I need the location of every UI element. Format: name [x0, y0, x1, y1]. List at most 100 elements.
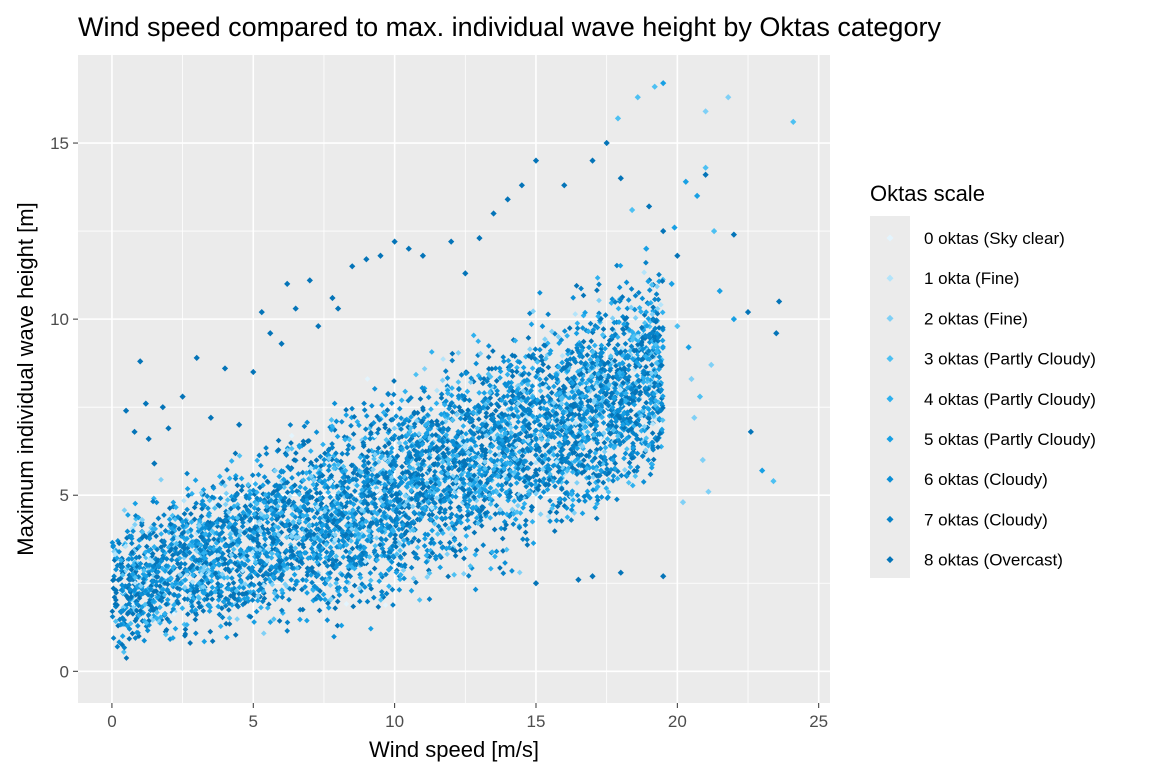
- data-point: [369, 472, 375, 478]
- data-point: [527, 401, 533, 408]
- data-point: [519, 372, 526, 378]
- data-point: [350, 431, 357, 437]
- data-point: [608, 418, 615, 425]
- data-point: [356, 598, 363, 605]
- data-point: [408, 587, 415, 594]
- data-point: [525, 381, 531, 388]
- data-point: [468, 375, 475, 381]
- data-point: [568, 517, 575, 523]
- data-point: [537, 346, 543, 353]
- data-point: [447, 505, 454, 511]
- data-point: [236, 532, 243, 539]
- data-point: [542, 336, 548, 343]
- data-point: [487, 565, 494, 572]
- data-point: [161, 611, 168, 617]
- data-point: [396, 526, 402, 533]
- data-point: [299, 469, 306, 476]
- data-point: [384, 449, 390, 456]
- data-point: [479, 433, 486, 440]
- data-point: [488, 401, 494, 408]
- data-point: [621, 330, 627, 337]
- data-point: [288, 432, 295, 439]
- chart-title: Wind speed compared to max. individual w…: [78, 12, 941, 42]
- data-point: [388, 400, 395, 407]
- data-point: [311, 514, 318, 521]
- data-point: [348, 462, 355, 469]
- data-point: [629, 482, 636, 489]
- data-point: [321, 456, 328, 463]
- data-point: [251, 511, 258, 517]
- data-point: [440, 443, 446, 450]
- data-point: [400, 567, 407, 574]
- data-point: [367, 435, 373, 442]
- data-point: [396, 421, 402, 428]
- data-point: [660, 343, 666, 350]
- data-point: [224, 467, 230, 473]
- data-point: [561, 441, 567, 448]
- data-point: [611, 357, 618, 364]
- data-point: [405, 502, 412, 508]
- data-point: [424, 574, 431, 580]
- data-point: [276, 473, 283, 480]
- data-point: [533, 446, 539, 453]
- data-point: [645, 315, 652, 322]
- data-point: [515, 502, 521, 509]
- data-point: [649, 353, 656, 360]
- data-point: [649, 430, 656, 437]
- data-point: [380, 409, 387, 416]
- data-point: [631, 347, 638, 354]
- data-point: [621, 321, 627, 327]
- data-point: [452, 552, 459, 559]
- data-point: [366, 533, 373, 539]
- data-point: [618, 472, 625, 479]
- data-point: [472, 489, 479, 496]
- data-point: [597, 406, 604, 413]
- data-point: [559, 464, 565, 471]
- data-point: [327, 528, 334, 535]
- data-point: [260, 630, 267, 637]
- data-point: [499, 510, 506, 516]
- data-point: [578, 359, 584, 366]
- data-point: [214, 575, 221, 581]
- data-point: [470, 409, 477, 416]
- data-point: [335, 461, 342, 468]
- data-point: [422, 422, 429, 428]
- data-point: [495, 482, 502, 488]
- data-point: [623, 279, 630, 286]
- data-point: [614, 496, 620, 503]
- data-point: [316, 543, 322, 550]
- data-point: [493, 489, 500, 495]
- data-point: [128, 533, 135, 539]
- data-point: [654, 283, 660, 290]
- data-point: [440, 425, 447, 432]
- data-point: [605, 359, 611, 366]
- data-point: [184, 485, 191, 492]
- data-point: [306, 522, 313, 528]
- data-point: [170, 535, 177, 542]
- data-point: [520, 438, 527, 445]
- data-point: [429, 432, 436, 439]
- data-point: [233, 588, 240, 594]
- data-point: [410, 575, 417, 582]
- data-point: [134, 591, 141, 597]
- data-points: [109, 80, 797, 661]
- data-point: [176, 540, 183, 546]
- data-point: [593, 515, 600, 522]
- data-point: [654, 349, 660, 355]
- data-point: [569, 502, 576, 509]
- data-point: [528, 321, 535, 328]
- data-point: [322, 529, 329, 535]
- data-point: [236, 563, 242, 570]
- data-point: [163, 563, 170, 569]
- data-point: [645, 278, 652, 285]
- data-point: [186, 592, 193, 599]
- data-point: [200, 550, 207, 557]
- data-point: [455, 350, 462, 356]
- data-point: [193, 500, 200, 507]
- data-point: [188, 533, 195, 539]
- data-point: [356, 422, 362, 429]
- data-point: [113, 597, 119, 603]
- data-point: [497, 506, 503, 513]
- data-point: [579, 393, 586, 400]
- data-point: [429, 511, 436, 518]
